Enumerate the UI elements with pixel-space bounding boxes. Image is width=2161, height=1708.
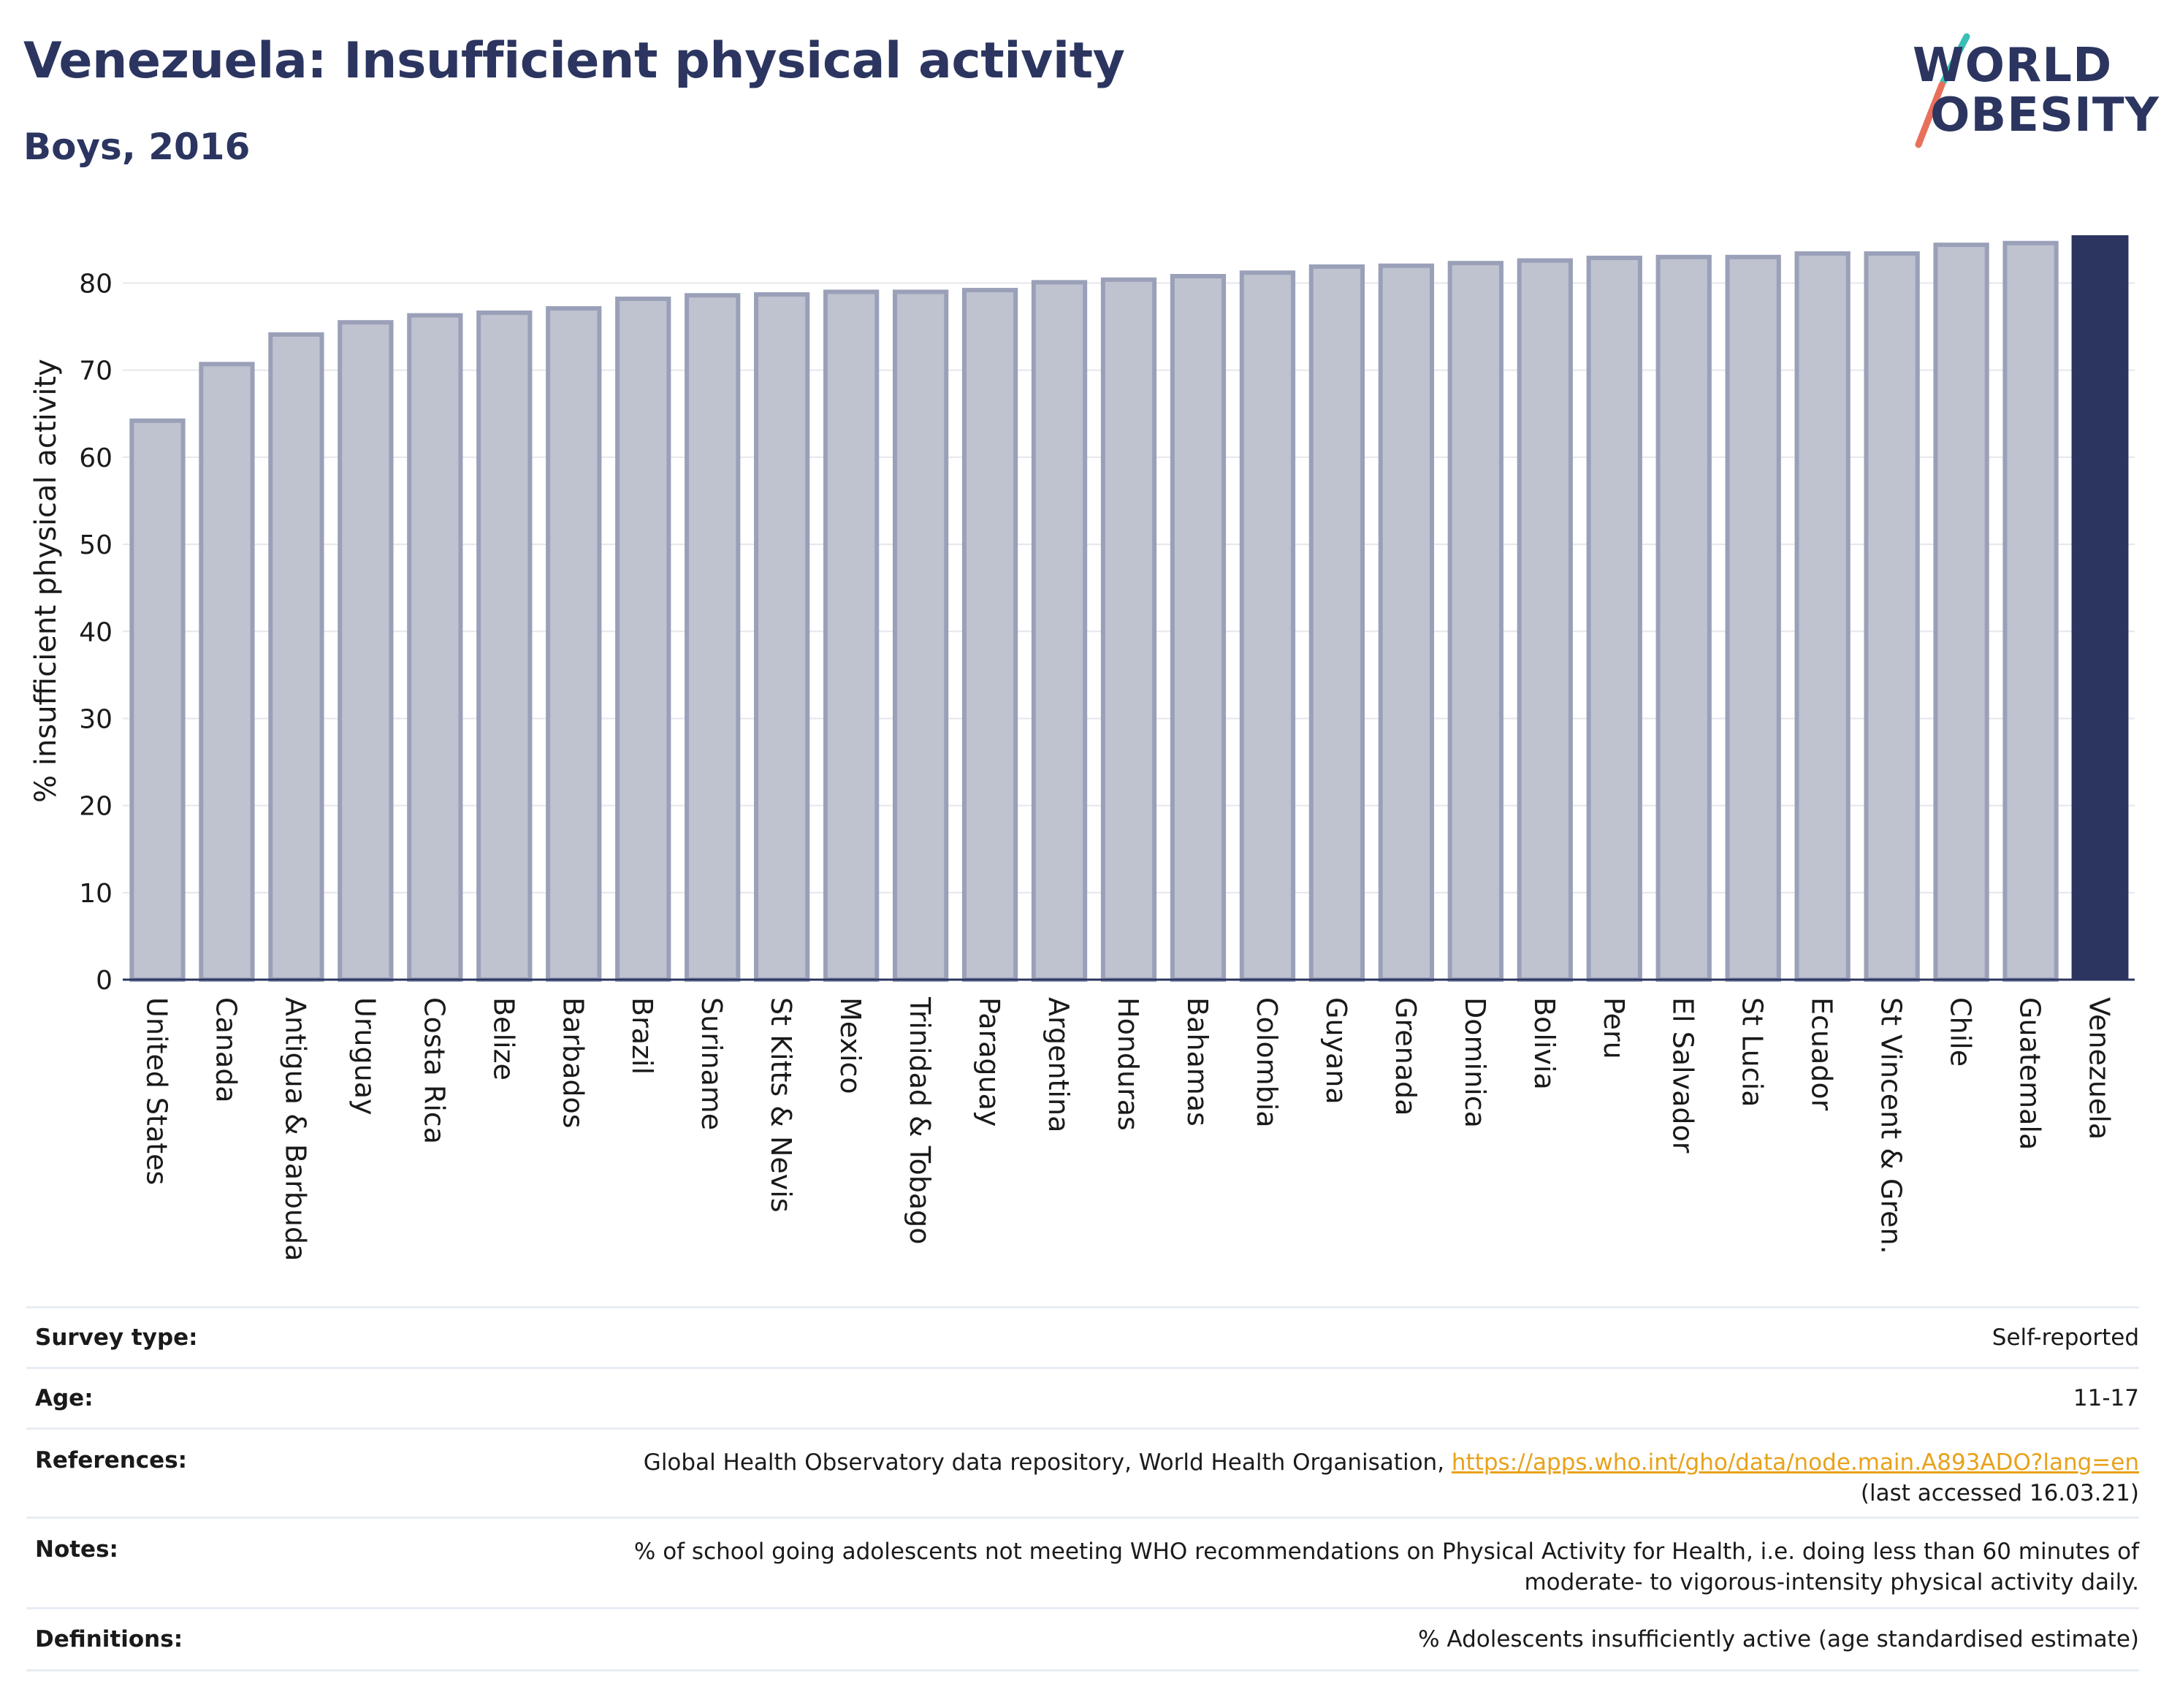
bar (1517, 258, 1573, 983)
bar (823, 289, 880, 982)
x-tick-label: Dominica (1459, 997, 1491, 1128)
bar (1239, 270, 1296, 983)
info-row-survey-type: Survey type: Self-reported (26, 1306, 2139, 1367)
x-tick-label: Honduras (1112, 997, 1144, 1131)
x-tick-label: Trinidad & Tobago (904, 996, 936, 1245)
notes-line1: % of school going adolescents not meetin… (633, 1539, 2139, 1565)
y-tick-label: 20 (79, 792, 113, 822)
logo-slash-icon (1915, 33, 1970, 148)
y-tick-label: 0 (96, 966, 113, 996)
info-row-references: References: Global Health Observatory da… (26, 1427, 2139, 1517)
bar (1655, 254, 1712, 982)
x-tick-label: Costa Rica (418, 997, 450, 1144)
y-tick-label: 50 (79, 530, 113, 560)
x-tick-label: Paraguay (973, 997, 1005, 1126)
bar (407, 313, 463, 982)
x-tick-label: United States (140, 997, 172, 1185)
y-tick-label: 40 (79, 617, 113, 647)
y-tick-label: 30 (79, 704, 113, 734)
bar (685, 293, 741, 982)
x-tick-label: St Kitts & Nevis (765, 997, 797, 1213)
page-title: Venezuela: Insufficient physical activit… (23, 32, 1125, 90)
x-tick-label: Guyana (1320, 997, 1352, 1105)
notes-line2: moderate- to vigorous-intensity physical… (1524, 1569, 2139, 1595)
x-tick-label: Bahamas (1181, 997, 1213, 1126)
page-subtitle: Boys, 2016 (23, 126, 251, 168)
bar (546, 306, 602, 982)
bar (892, 289, 949, 982)
bar (1308, 264, 1365, 982)
x-tick-label: Uruguay (348, 997, 381, 1116)
info-row-age: Age: 11-17 (26, 1367, 2139, 1427)
logo-text-line1: WORLD (1913, 39, 2113, 93)
notes-value: % of school going adolescents not meetin… (634, 1536, 2139, 1598)
bar (1170, 274, 1227, 983)
x-tick-label: Chile (1945, 997, 1977, 1067)
x-tick-label: Grenada (1390, 997, 1422, 1116)
bar (1933, 243, 1989, 983)
info-row-notes: Notes: % of school going adolescents not… (26, 1517, 2139, 1607)
x-tick-label: Venezuela (2084, 997, 2116, 1140)
survey-type-label: Survey type: (35, 1324, 198, 1351)
bars (129, 235, 2129, 983)
age-label: Age: (35, 1385, 94, 1411)
x-tick-label: Mexico (834, 997, 866, 1094)
info-row-definitions: Definitions: % Adolescents insufficientl… (26, 1607, 2139, 1671)
x-tick-label: Ecuador (1806, 997, 1838, 1111)
y-tick-label: 80 (79, 270, 113, 300)
bar (1447, 261, 1503, 983)
bar (129, 418, 186, 982)
x-tick-label: Argentina (1043, 997, 1075, 1132)
y-tick-label: 10 (79, 879, 113, 909)
bar (2071, 235, 2129, 980)
references-value: Global Health Observatory data repositor… (644, 1447, 2139, 1509)
notes-label: Notes: (35, 1536, 118, 1563)
bar (338, 320, 394, 983)
references-label: References: (35, 1447, 188, 1473)
references-link[interactable]: https://apps.who.int/gho/data/node.main.… (1451, 1449, 2139, 1476)
tick-labels: 0 10 20 30 40 50 60 70 80 United States Canada Anti… (79, 270, 2115, 1262)
x-tick-label: Belize (487, 997, 519, 1080)
bar (199, 362, 255, 982)
x-tick-label: Barbados (557, 997, 589, 1129)
y-tick-label: 60 (79, 443, 113, 473)
bar (1586, 255, 1642, 983)
survey-type-value: Self-reported (1992, 1324, 2139, 1351)
bar (268, 332, 324, 983)
bar (1100, 277, 1157, 982)
bar (476, 310, 533, 982)
bar-chart: 0 10 20 30 40 50 60 70 80 United States Canada Anti… (29, 235, 2135, 1262)
definitions-label: Definitions: (35, 1626, 183, 1652)
bar (1725, 254, 1781, 982)
world-obesity-logo: WORLD OBESITY (1899, 29, 2159, 161)
x-tick-label: St Vincent & Gren. (1875, 997, 1907, 1254)
bar (1794, 251, 1851, 982)
bar (615, 297, 671, 983)
x-tick-label: Canada (210, 997, 242, 1103)
x-tick-label: Colombia (1251, 997, 1283, 1128)
x-tick-label: Suriname (695, 997, 728, 1130)
x-tick-label: Peru (1598, 997, 1630, 1059)
x-tick-label: St Lucia (1737, 997, 1769, 1107)
bar (1378, 263, 1434, 983)
bar (1031, 280, 1088, 982)
info-table: Survey type: Self-reported Age: 11-17 Re… (26, 1306, 2139, 1671)
y-axis-label: % insufficient physical activity (29, 359, 63, 803)
x-tick-label: Guatemala (2014, 997, 2046, 1150)
x-tick-label: Bolivia (1528, 997, 1560, 1090)
logo-text-line2: OBESITY (1930, 88, 2160, 142)
bar (754, 292, 810, 982)
bar (2002, 240, 2059, 982)
definitions-value: % Adolescents insufficiently active (age… (1418, 1626, 2139, 1652)
age-value: 11-17 (2073, 1385, 2139, 1411)
y-tick-label: 70 (79, 357, 113, 386)
references-text: Global Health Observatory data repositor… (643, 1449, 1445, 1476)
x-tick-label: Brazil (626, 997, 658, 1075)
references-accessed: (last accessed 16.03.21) (1860, 1480, 2139, 1506)
bar (1864, 251, 1920, 982)
x-tick-label: El Salvador (1667, 997, 1699, 1154)
x-tick-label: Antigua & Barbuda (279, 997, 311, 1261)
bar (961, 288, 1018, 982)
